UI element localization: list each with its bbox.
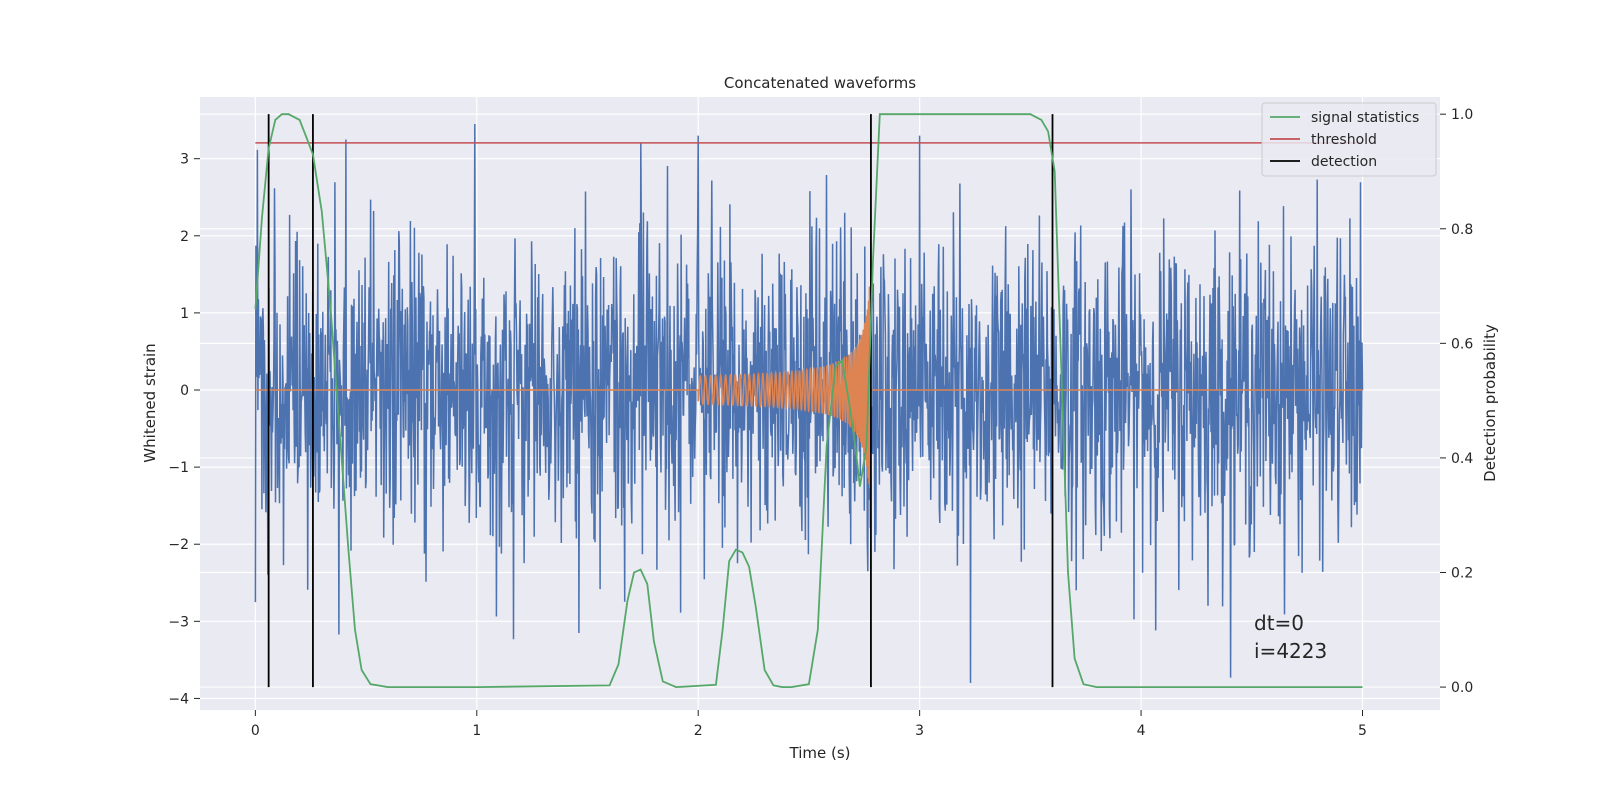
- detection-lines: [267, 114, 1054, 688]
- right-axis-ticks: 0.0 0.2 0.4 0.6 0.8 1.0: [1440, 107, 1473, 696]
- x-tick-label: 2: [694, 723, 703, 739]
- legend: signal statistics threshold detection: [1261, 102, 1437, 177]
- annotation-index: i=4223: [1254, 639, 1327, 663]
- x-tick-label: 5: [1358, 723, 1367, 739]
- y-tick-label: −2: [168, 537, 189, 553]
- legend-label-threshold: threshold: [1311, 132, 1377, 148]
- y-axis-label: Whitened strain: [141, 343, 159, 462]
- y-right-tick-label: 0.6: [1451, 336, 1473, 352]
- legend-box: [1261, 102, 1437, 177]
- y-right-tick-label: 0.0: [1451, 680, 1473, 696]
- legend-label-detection: detection: [1311, 154, 1377, 170]
- chart-title: Concatenated waveforms: [724, 74, 916, 92]
- x-tick-label: 1: [472, 723, 481, 739]
- y-tick-label: −3: [168, 614, 189, 630]
- y-tick-label: 3: [180, 152, 189, 168]
- y-right-tick-label: 1.0: [1451, 107, 1473, 123]
- left-axis-ticks: −4 −3 −2 −1 0 1 2 3: [168, 152, 200, 707]
- y-tick-label: −1: [168, 460, 189, 476]
- y-right-tick-label: 0.8: [1451, 222, 1473, 238]
- annotation-dt: dt=0: [1254, 611, 1304, 635]
- x-axis-label: Time (s): [789, 744, 851, 762]
- y-tick-label: 0: [180, 383, 189, 399]
- y-axis-label-right: Detection probability: [1481, 324, 1499, 482]
- x-tick-label: 3: [915, 723, 924, 739]
- y-tick-label: 1: [180, 306, 189, 322]
- series-signal-statistics: [254, 113, 1363, 689]
- legend-label-signal-statistics: signal statistics: [1311, 110, 1419, 126]
- x-tick-label: 4: [1137, 723, 1146, 739]
- x-tick-label: 0: [251, 723, 260, 739]
- y-right-tick-label: 0.2: [1451, 566, 1473, 582]
- series-gravitational-waveform: [255, 286, 1363, 489]
- x-axis-ticks: 0 1 2 3 4 5: [251, 710, 1367, 739]
- y-tick-label: 2: [180, 229, 189, 245]
- series-whitened-strain-noise: [254, 123, 1364, 684]
- y-tick-label: −4: [168, 691, 189, 707]
- y-right-tick-label: 0.4: [1451, 451, 1473, 467]
